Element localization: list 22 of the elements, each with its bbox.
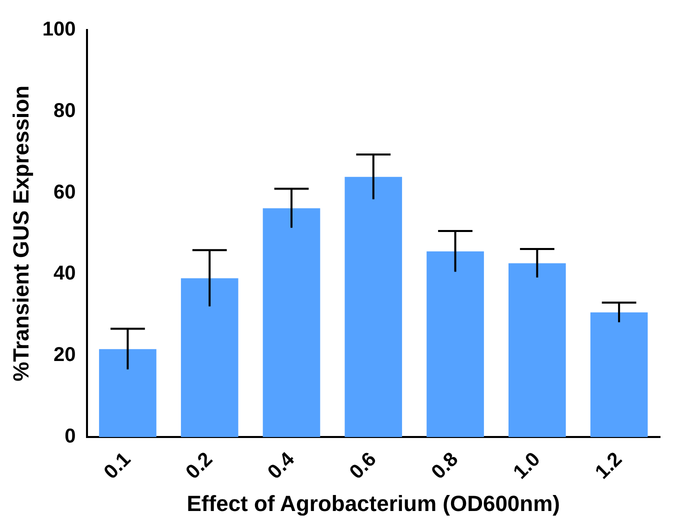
bar bbox=[508, 263, 566, 437]
bar bbox=[180, 278, 238, 437]
x-tick-label: 0.4 bbox=[264, 448, 300, 484]
y-tick-label: 80 bbox=[54, 100, 76, 122]
y-tick-label: 100 bbox=[42, 18, 76, 41]
x-tick-label: 0.6 bbox=[346, 448, 381, 484]
bar bbox=[426, 251, 484, 437]
x-tick-label: 0.8 bbox=[427, 448, 463, 484]
bar bbox=[99, 349, 156, 437]
x-tick-label: 0.1 bbox=[100, 448, 136, 484]
y-tick-label: 40 bbox=[54, 262, 76, 285]
y-tick-label: 0 bbox=[64, 425, 76, 448]
x-tick-label: 0.2 bbox=[182, 448, 218, 484]
y-tick-label: 20 bbox=[54, 344, 76, 366]
bar bbox=[344, 176, 402, 437]
y-tick-label: 60 bbox=[54, 181, 76, 204]
y-axis-title: %Transient GUS Expression bbox=[8, 86, 34, 382]
x-axis-title: Effect of Agrobacterium (OD600nm) bbox=[186, 490, 560, 516]
bar bbox=[262, 208, 320, 437]
x-tick-label: 1.0 bbox=[509, 448, 545, 484]
x-tick-label: 1.2 bbox=[591, 448, 626, 484]
bar bbox=[590, 312, 648, 437]
